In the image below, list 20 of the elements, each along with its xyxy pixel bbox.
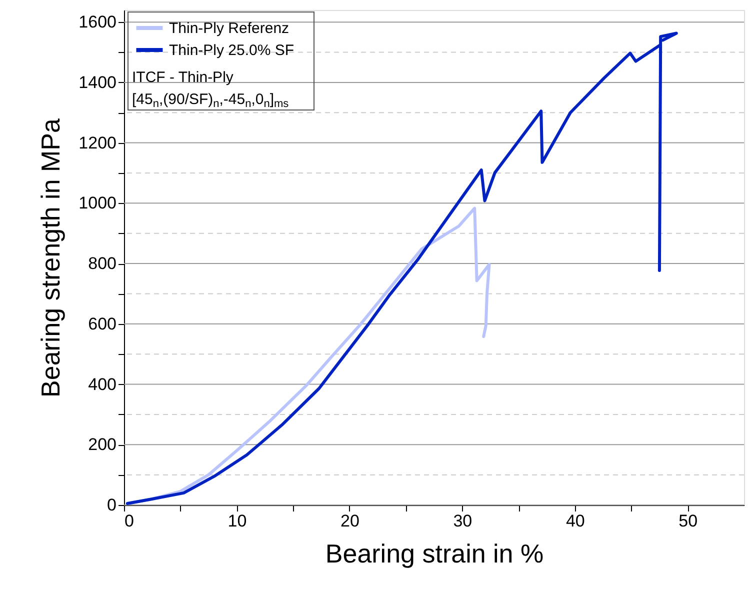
x-tick-label: 0 xyxy=(124,512,134,530)
x-tick-label: 50 xyxy=(678,512,698,530)
annotation: ITCF - Thin-Ply xyxy=(132,69,234,86)
y-tick-label: 200 xyxy=(88,435,116,454)
y-tick-label: 600 xyxy=(88,314,116,334)
y-tick-label: 1200 xyxy=(78,133,116,152)
legend-label: Thin-Ply 25.0% SF xyxy=(169,42,294,59)
y-tick-label: 1000 xyxy=(78,194,116,213)
legend-label: Thin-Ply Referenz xyxy=(169,20,290,37)
x-axis-title: Bearing strain in % xyxy=(325,538,544,568)
x-tick-label: 30 xyxy=(453,512,472,530)
x-tick-label: 10 xyxy=(228,512,247,530)
y-tick-label: 1400 xyxy=(78,72,116,92)
x-tick-label: 20 xyxy=(340,512,360,530)
y-axis-title: Bearing strength in MPa xyxy=(36,118,66,398)
x-tick-label: 40 xyxy=(566,512,585,530)
y-tick-label: 0 xyxy=(107,496,116,514)
y-tick-label: 1600 xyxy=(78,12,116,32)
y-tick-label: 800 xyxy=(88,254,116,274)
y-tick-label: 400 xyxy=(88,374,116,394)
